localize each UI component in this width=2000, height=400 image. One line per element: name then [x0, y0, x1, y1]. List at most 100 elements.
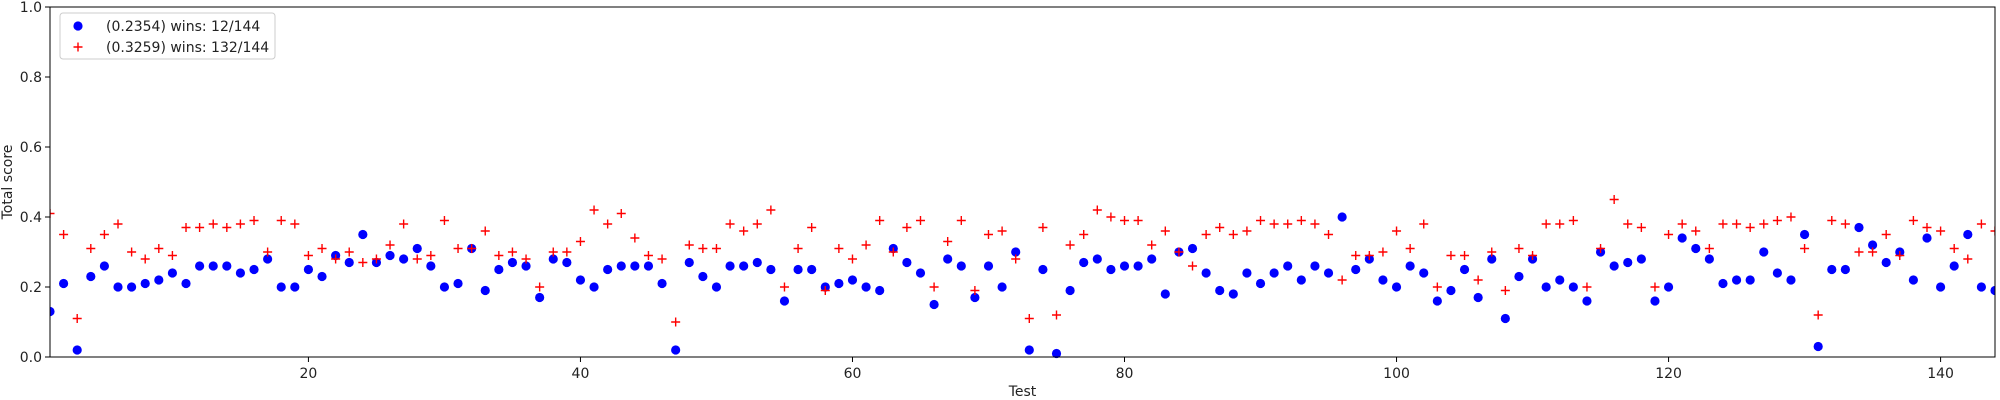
data-point — [1840, 264, 1850, 275]
data-point — [943, 237, 953, 246]
data-point — [1718, 219, 1728, 229]
data-point — [1732, 219, 1742, 229]
data-point — [834, 244, 844, 253]
data-point — [1323, 268, 1334, 278]
data-point — [1922, 223, 1932, 232]
data-point — [983, 230, 993, 239]
data-point — [453, 244, 463, 253]
data-point — [1255, 278, 1266, 289]
data-point — [140, 254, 150, 264]
data-point — [1269, 219, 1279, 229]
data-point — [1051, 348, 1062, 359]
data-point — [888, 247, 898, 257]
data-point — [1283, 219, 1293, 229]
data-point — [970, 286, 980, 295]
data-point — [902, 223, 912, 232]
data-point — [1555, 219, 1565, 229]
data-point — [439, 216, 449, 225]
series-2 — [50, 195, 1995, 327]
data-point — [1731, 275, 1742, 285]
data-point — [1011, 254, 1021, 264]
data-point — [1691, 243, 1701, 254]
data-point — [535, 292, 545, 303]
data-point — [1052, 310, 1061, 320]
data-point — [494, 251, 504, 260]
data-point — [1759, 247, 1769, 257]
data-point — [303, 264, 314, 275]
y-tick-label: 0.4 — [20, 210, 42, 226]
data-point — [1541, 282, 1551, 292]
data-point — [235, 219, 245, 229]
data-point — [1106, 264, 1116, 275]
data-point — [1133, 216, 1143, 225]
data-point — [1827, 216, 1837, 225]
data-point — [385, 240, 395, 250]
data-point — [1881, 230, 1891, 239]
data-point — [1555, 275, 1565, 285]
data-point — [1908, 216, 1918, 225]
data-point — [1786, 212, 1796, 222]
data-point — [1188, 261, 1198, 271]
data-point — [861, 282, 871, 292]
data-point — [113, 282, 123, 292]
data-point — [1799, 229, 1810, 240]
data-point — [303, 251, 313, 260]
data-point — [154, 275, 164, 285]
data-point — [1813, 341, 1823, 352]
data-point — [127, 282, 137, 292]
data-point — [1432, 282, 1442, 292]
data-point — [1745, 275, 1755, 285]
data-point — [1364, 251, 1374, 260]
data-point — [752, 257, 762, 268]
data-point — [1609, 261, 1619, 271]
data-point — [739, 226, 749, 236]
data-point — [494, 264, 504, 275]
data-point — [1514, 271, 1524, 282]
data-point — [1079, 230, 1089, 239]
data-point — [1065, 240, 1075, 250]
legend-box — [59, 12, 276, 60]
data-point — [1582, 282, 1592, 292]
data-point — [616, 209, 626, 218]
data-point — [711, 282, 722, 292]
data-point — [725, 219, 735, 229]
data-point — [1895, 251, 1905, 260]
data-point — [793, 264, 803, 275]
data-point — [1568, 282, 1578, 292]
data-point — [1528, 251, 1538, 260]
data-point — [1759, 219, 1769, 229]
plot-frame — [49, 6, 1996, 358]
data-point — [480, 285, 490, 296]
y-tick-label: 0.8 — [20, 70, 42, 86]
data-point — [1228, 230, 1238, 239]
legend-label: (0.3259) wins: 132/144 — [106, 40, 269, 56]
data-point — [1310, 261, 1320, 271]
data-point — [1936, 226, 1946, 236]
y-axis-label: Total score — [0, 145, 16, 221]
data-point — [235, 268, 246, 278]
data-point — [331, 254, 341, 264]
data-point — [1650, 296, 1660, 306]
data-point — [847, 275, 858, 285]
y-tick-label: 0.0 — [20, 350, 42, 366]
data-point — [1664, 230, 1674, 239]
data-point — [1160, 226, 1170, 236]
data-point — [1092, 254, 1102, 264]
data-point — [181, 278, 191, 289]
data-point — [1840, 219, 1850, 229]
data-point — [684, 240, 694, 250]
data-point — [1677, 233, 1687, 243]
data-point — [113, 219, 123, 229]
data-point — [507, 257, 518, 268]
data-point — [1378, 247, 1388, 257]
data-point — [1337, 275, 1347, 285]
data-point — [616, 261, 626, 271]
data-point — [657, 254, 667, 264]
data-point — [99, 230, 109, 239]
data-point — [1446, 285, 1456, 296]
data-point — [1500, 286, 1510, 295]
data-point — [1296, 216, 1306, 225]
data-point — [562, 257, 572, 268]
data-point — [358, 229, 368, 240]
